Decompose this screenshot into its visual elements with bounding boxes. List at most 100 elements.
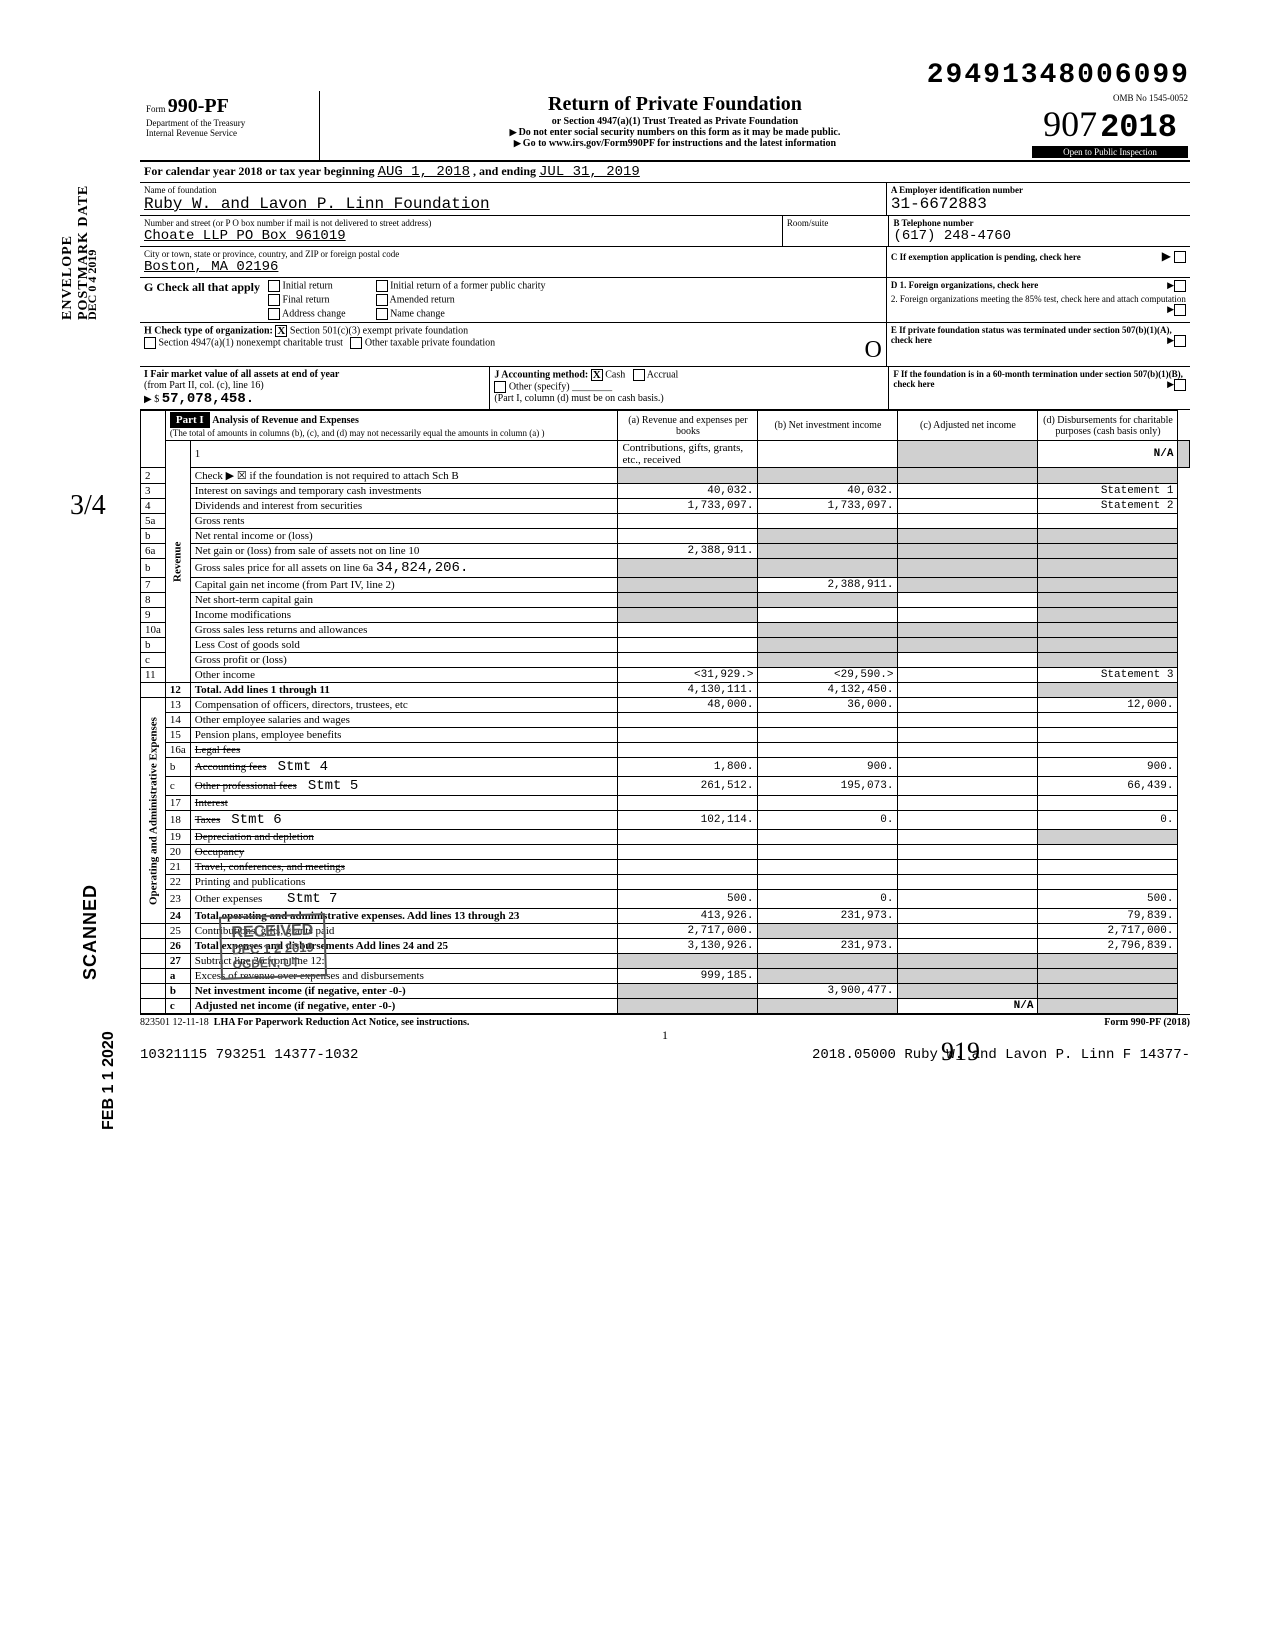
r24-b: 231,973. [758,909,898,924]
r7-lbl: Capital gain net income (from Part IV, l… [190,578,618,593]
h3-checkbox[interactable] [350,337,362,349]
r6b-val: 34,824,206. [376,560,468,576]
r24-n: 24 [165,909,190,924]
r11-b: <29,590.> [758,668,898,683]
g-label: G Check all that apply [144,280,260,320]
subtitle1: or Section 4947(a)(1) Trust Treated as P… [326,116,1024,127]
g-namechg[interactable] [376,308,388,320]
r25-a: 2,717,000. [618,924,758,939]
h2-checkbox[interactable] [144,337,156,349]
r4-lbl: Dividends and interest from securities [190,499,618,514]
r20-lbl: Occupancy [190,845,618,860]
i-value: 57,078,458. [162,391,254,407]
r10a-lbl: Gross sales less returns and allowances [190,623,618,638]
postmark-date: DEC 0 4 2019 [85,250,100,320]
r23-lbl: Other expenses [195,893,263,905]
addr-label: Number and street (or P O box number if … [144,218,778,228]
r1-n: 1 [190,441,618,468]
paperwork: LHA For Paperwork Reduction Act Notice, … [214,1017,470,1028]
c-label: C If exemption application is pending, c… [891,252,1081,262]
d1-checkbox[interactable] [1174,280,1186,292]
r18-b: 0. [758,811,898,830]
r25-d: 2,717,000. [1038,924,1178,939]
r3-d: Statement 1 [1038,484,1178,499]
side-expenses: Operating and Administrative Expenses [141,698,166,924]
r19-n: 19 [165,830,190,845]
handwritten-frac: 3/4 [70,490,106,522]
form-title: Return of Private Foundation [326,93,1024,116]
g-final[interactable] [268,294,280,306]
omb: OMB No 1545-0052 [1032,93,1188,103]
r4-d: Statement 2 [1038,499,1178,514]
r13-b: 36,000. [758,698,898,713]
r16b-lbl: Accounting fees [195,761,267,773]
ein: 31-6672883 [891,195,1186,213]
r15-n: 15 [165,728,190,743]
r15-lbl: Pension plans, employee benefits [190,728,618,743]
envelope-label: ENVELOPE [60,235,75,320]
r16c-a: 261,512. [618,777,758,796]
g-initial[interactable] [268,280,280,292]
r4-b: 1,733,097. [758,499,898,514]
g-former[interactable] [376,280,388,292]
r12-lbl: Total. Add lines 1 through 11 [190,683,618,698]
r13-lbl: Compensation of officers, directors, tru… [190,698,618,713]
subtitle2: Do not enter social security numbers on … [326,127,1024,138]
feb-date: FEB 1 1 2020 [100,1031,118,1130]
received-stamp: RECEIVED DEC 1 2 2019 OGDEN, UT [219,913,327,980]
r12-a: 4,130,111. [618,683,758,698]
j-cash-checkbox[interactable]: X [591,369,603,381]
d2-label: 2. Foreign organizations meeting the 85%… [891,294,1186,304]
cal-year-label: For calendar year 2018 or tax year begin… [144,164,375,178]
r6a-a: 2,388,911. [618,544,758,559]
r10b-n: b [141,638,166,653]
r13-d: 12,000. [1038,698,1178,713]
r26-n: 26 [165,939,190,954]
r2-lbl: Check ▶ ☒ if the foundation is not requi… [190,468,618,484]
handwritten-907: 907 [1043,104,1097,144]
side-revenue: Revenue [165,441,190,683]
form-bottom: Form 990-PF (2018) [1104,1017,1190,1028]
d2-checkbox[interactable] [1174,304,1186,316]
i-sub: (from Part II, col. (c), line 16) [144,380,264,391]
period-end: JUL 31, 2019 [539,164,640,180]
r10c-lbl: Gross profit or (loss) [190,653,618,668]
g-opt-4: Amended return [390,294,455,305]
r8-lbl: Net short-term capital gain [190,593,618,608]
r16c-lbl: Other professional fees [195,780,297,792]
r11-a: <31,929.> [618,668,758,683]
part1-label: Part I [170,412,210,428]
page-num: 1 [140,1028,1190,1043]
r11-d: Statement 3 [1038,668,1178,683]
j-other-checkbox[interactable] [494,381,506,393]
r27c-lbl: Adjusted net income (if negative, enter … [190,999,618,1014]
r3-a: 40,032. [618,484,758,499]
c-checkbox[interactable] [1174,251,1186,263]
g-amended[interactable] [376,294,388,306]
r13-n: 13 [165,698,190,713]
r26-b: 231,973. [758,939,898,954]
e-checkbox[interactable] [1174,335,1186,347]
col-a: (a) Revenue and expenses per books [618,411,758,441]
r16b-n: b [165,758,190,777]
paperwork-code: 823501 12-11-18 [140,1017,209,1028]
e-label: E If private foundation status was termi… [891,325,1172,345]
received-loc: OGDEN, UT [232,955,314,972]
r14-lbl: Other employee salaries and wages [190,713,618,728]
r27b-n: b [165,984,190,999]
g-address[interactable] [268,308,280,320]
j-accrual-checkbox[interactable] [633,369,645,381]
f-checkbox[interactable] [1174,379,1186,391]
h1-checkbox[interactable]: X [275,325,287,337]
r5a-lbl: Gross rents [190,514,618,529]
r27c-n: c [165,999,190,1014]
r23-a: 500. [618,890,758,909]
r27a-a: 999,185. [618,969,758,984]
j-note: (Part I, column (d) must be on cash basi… [494,393,663,404]
r27a-n: a [165,969,190,984]
r1-c: N/A [1038,441,1178,468]
r10b-lbl: Less Cost of goods sold [190,638,618,653]
r10a-n: 10a [141,623,166,638]
r5b-lbl: Net rental income or (loss) [190,529,618,544]
r14-n: 14 [165,713,190,728]
